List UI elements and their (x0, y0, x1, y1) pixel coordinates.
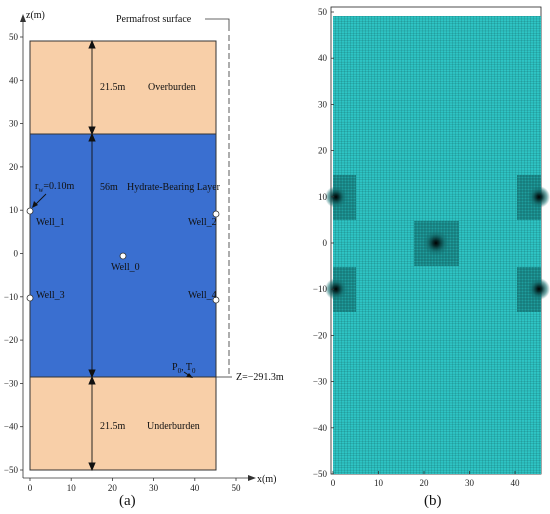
b-y-tick-label: 0 (323, 238, 328, 248)
underburden-layer (29, 376, 217, 471)
well-1-mesh-center (325, 186, 347, 208)
b-y-tick-label: −20 (313, 330, 328, 340)
a-x-axis-label: x(m) (257, 474, 276, 485)
a-x-tick-label: 0 (28, 483, 33, 493)
overburden-thickness: 21.5m (100, 82, 126, 93)
hbl-label: Hydrate-Bearing Layer (127, 182, 221, 193)
well-3-mesh-center (325, 278, 347, 300)
b-x-ticks: 0 10 20 30 40 (331, 471, 520, 488)
hbl-thickness: 56m (100, 182, 118, 193)
well-2-label: Well_2 (188, 217, 217, 228)
b-x-tick-label: 10 (374, 478, 384, 488)
a-y-tick-label: −30 (4, 378, 19, 388)
well-3-marker (26, 294, 34, 302)
a-y-tick-label: 10 (9, 205, 19, 215)
a-y-tick-label: 30 (9, 119, 19, 129)
a-y-tick-label: 50 (9, 32, 19, 42)
a-x-ticks: 0 10 20 30 40 50 (28, 478, 241, 493)
b-y-tick-label: 10 (318, 192, 328, 202)
b-y-tick-label: 50 (318, 7, 328, 17)
b-y-tick-label: −40 (313, 423, 328, 433)
a-x-arrow-icon (248, 475, 256, 481)
well-1-marker (26, 207, 34, 215)
p0-arrow-head-icon (186, 373, 193, 378)
underburden-thickness: 21.5m (100, 421, 126, 432)
panel-a: z(m) x(m) 50 40 30 20 10 0 −10 −20 −30 −40 −50 0 10… (4, 10, 284, 509)
b-x-tick-label: 0 (331, 478, 336, 488)
rw-arrow (34, 193, 47, 206)
a-y-axis-label: z(m) (26, 10, 45, 21)
a-y-tick-label: −40 (4, 422, 19, 432)
rw-label: rw=0.10m (35, 181, 75, 194)
a-x-tick-label: 10 (67, 483, 77, 493)
well-4-marker (212, 296, 220, 304)
a-y-tick-label: −20 (4, 335, 19, 345)
well-3-label: Well_3 (36, 290, 65, 301)
b-x-tick-label: 20 (420, 478, 430, 488)
a-y-tick-label: 20 (9, 162, 19, 172)
well-1-label: Well_1 (36, 217, 65, 228)
overburden-label: Overburden (148, 82, 196, 93)
a-x-tick-label: 30 (149, 483, 159, 493)
a-x-tick-label: 50 (232, 483, 242, 493)
a-x-tick-label: 40 (190, 483, 200, 493)
well-2-mesh-center (528, 186, 550, 208)
underburden-label: Underburden (147, 421, 200, 432)
b-x-tick-label: 40 (511, 478, 521, 488)
panel-b: 50 40 30 20 10 0 −10 −20 −30 −40 −50 0 10 20 30 40 (b) (313, 6, 550, 509)
permafrost-surface-label: Permafrost surface (116, 14, 192, 25)
a-y-tick-label: −10 (4, 292, 19, 302)
a-y-ticks: 50 40 30 20 10 0 −10 −20 −30 −40 −50 (4, 32, 23, 475)
overburden-layer (29, 40, 217, 135)
well-2-marker (212, 210, 220, 218)
b-y-tick-label: 20 (318, 146, 328, 156)
caption-a: (a) (119, 493, 136, 509)
permafrost-leader (205, 18, 230, 31)
b-y-tick-label: −30 (313, 377, 328, 387)
a-y-tick-label: 40 (9, 75, 19, 85)
well-0-marker (119, 252, 127, 260)
a-y-arrow-icon (20, 14, 26, 22)
b-y-ticks: 50 40 30 20 10 0 −10 −20 −30 −40 −50 (313, 7, 334, 479)
well-4-label: Well_4 (188, 290, 217, 301)
dimension-arrows (88, 39, 96, 472)
caption-b: (b) (424, 493, 442, 509)
depth-label: Z=−291.3m (236, 372, 284, 383)
b-y-tick-label: −50 (313, 469, 328, 479)
p0-t0-label: P0, T0 (172, 362, 196, 375)
well-4-mesh-center (528, 278, 550, 300)
rw-arrow-head-icon (32, 201, 38, 208)
a-x-tick-label: 20 (108, 483, 118, 493)
b-y-tick-label: −10 (313, 284, 328, 294)
a-y-tick-label: 0 (14, 249, 19, 259)
b-x-tick-label: 30 (465, 478, 475, 488)
well-0-mesh-center (423, 230, 449, 256)
b-y-tick-label: 30 (318, 99, 328, 109)
well-0-label: Well_0 (111, 262, 140, 273)
a-y-tick-label: −50 (4, 465, 19, 475)
b-y-tick-label: 40 (318, 53, 328, 63)
